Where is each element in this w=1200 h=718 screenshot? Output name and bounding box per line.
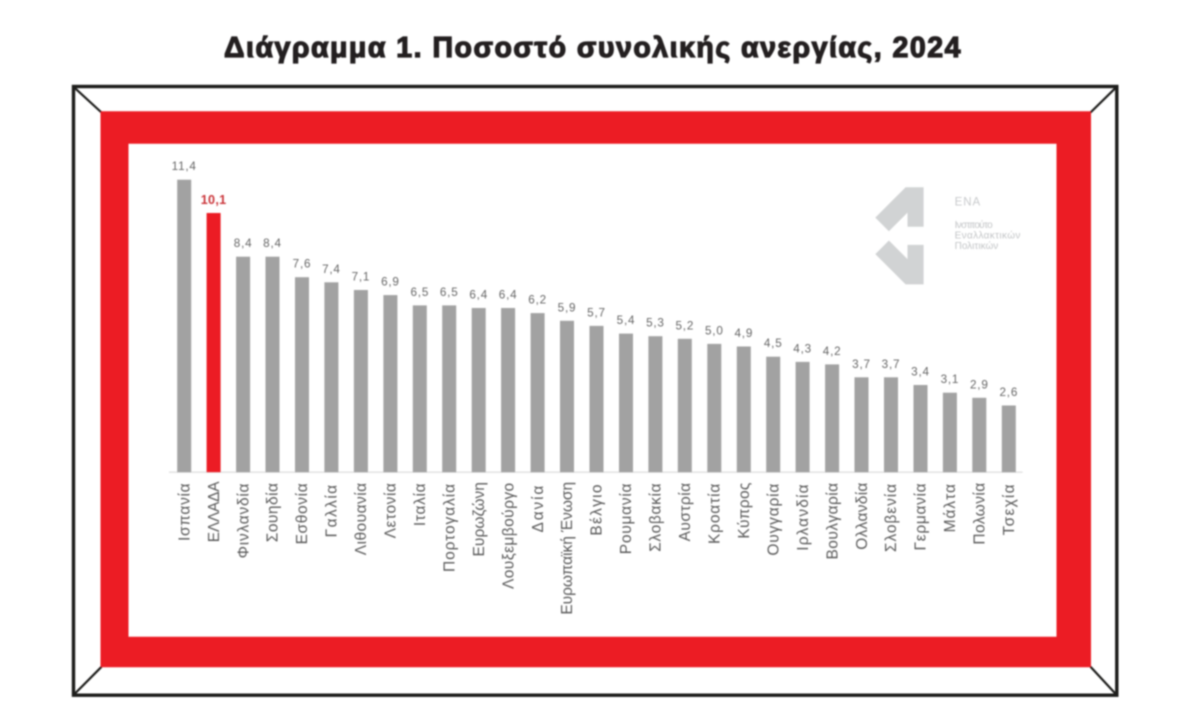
svg-text:Ευρωζώνη: Ευρωζώνη <box>471 482 488 556</box>
svg-text:Ισπανία: Ισπανία <box>176 483 193 541</box>
svg-text:Κροατία: Κροατία <box>707 483 724 544</box>
svg-text:5,3: 5,3 <box>646 317 665 330</box>
svg-text:2,9: 2,9 <box>970 378 989 391</box>
svg-text:5,4: 5,4 <box>617 314 636 327</box>
svg-text:10,1: 10,1 <box>201 193 227 207</box>
svg-text:Ευρωπαϊκή Ένωση: Ευρωπαϊκή Ένωση <box>559 482 576 615</box>
svg-text:Ινστιτούτο: Ινστιτούτο <box>955 219 993 231</box>
svg-text:Δανία: Δανία <box>530 484 547 533</box>
svg-text:4,9: 4,9 <box>734 327 753 340</box>
svg-text:Κύπρος: Κύπρος <box>736 482 753 538</box>
svg-text:6,4: 6,4 <box>499 289 518 302</box>
svg-text:3,7: 3,7 <box>882 358 901 371</box>
svg-text:Βέλγιο: Βέλγιο <box>589 483 606 535</box>
svg-text:4,2: 4,2 <box>823 345 842 358</box>
svg-text:7,4: 7,4 <box>322 263 341 276</box>
svg-text:Σλοβακία: Σλοβακία <box>648 483 665 552</box>
svg-text:6,5: 6,5 <box>440 286 459 299</box>
svg-text:5,7: 5,7 <box>587 306 606 319</box>
svg-text:5,2: 5,2 <box>675 319 694 332</box>
svg-text:ΕΛΛΑΔΑ: ΕΛΛΑΔΑ <box>206 481 223 542</box>
svg-text:Γαλλία: Γαλλία <box>324 483 341 537</box>
svg-text:Πολιτικών: Πολιτικών <box>955 240 999 252</box>
svg-text:Σουηδία: Σουηδία <box>265 482 282 542</box>
svg-text:Ουγγαρία: Ουγγαρία <box>765 483 782 556</box>
svg-text:Εναλλακτικών: Εναλλακτικών <box>955 230 1021 242</box>
svg-text:4,3: 4,3 <box>793 342 812 355</box>
svg-text:Σλοβενία: Σλοβενία <box>883 483 900 552</box>
svg-text:3,4: 3,4 <box>911 366 930 379</box>
svg-text:3,1: 3,1 <box>941 373 960 386</box>
svg-text:Μάλτα: Μάλτα <box>942 483 959 532</box>
svg-text:Λιθουανία: Λιθουανία <box>353 482 370 555</box>
svg-text:Διάγραμμα 1. Ποσοστό συνολικής: Διάγραμμα 1. Ποσοστό συνολικής ανεργίας,… <box>224 32 962 64</box>
svg-text:8,4: 8,4 <box>263 237 282 250</box>
svg-text:6,4: 6,4 <box>469 289 488 302</box>
svg-text:Φινλανδία: Φινλανδία <box>235 483 252 559</box>
svg-text:Ιρλανδία: Ιρλανδία <box>795 483 812 551</box>
svg-text:Αυστρία: Αυστρία <box>677 482 694 541</box>
svg-text:Εσθονία: Εσθονία <box>294 483 311 545</box>
svg-text:8,4: 8,4 <box>234 237 253 250</box>
svg-text:Λετονία: Λετονία <box>383 483 400 539</box>
svg-text:5,0: 5,0 <box>705 324 724 337</box>
svg-text:Ιταλία: Ιταλία <box>412 483 429 526</box>
svg-text:Πολωνία: Πολωνία <box>972 482 989 544</box>
svg-text:Τσεχία: Τσεχία <box>1001 483 1018 535</box>
svg-text:Γερμανία: Γερμανία <box>913 483 930 551</box>
svg-text:7,1: 7,1 <box>352 271 371 284</box>
svg-text:5,9: 5,9 <box>558 301 577 314</box>
svg-text:6,5: 6,5 <box>410 286 429 299</box>
svg-text:Ρουμανία: Ρουμανία <box>618 483 635 554</box>
svg-text:6,2: 6,2 <box>528 294 547 307</box>
svg-text:Ολλανδία: Ολλανδία <box>854 482 871 549</box>
svg-text:6,9: 6,9 <box>381 276 400 289</box>
svg-text:Βουλγαρία: Βουλγαρία <box>824 482 841 559</box>
svg-text:4,5: 4,5 <box>764 337 783 350</box>
svg-text:Λουξεμβούργο: Λουξεμβούργο <box>500 482 517 589</box>
svg-text:ENA: ENA <box>955 197 982 209</box>
svg-text:Πορτογαλία: Πορτογαλία <box>441 483 458 572</box>
svg-text:11,4: 11,4 <box>172 160 197 173</box>
svg-text:2,6: 2,6 <box>999 386 1018 399</box>
svg-text:3,7: 3,7 <box>852 358 871 371</box>
svg-text:7,6: 7,6 <box>293 258 312 271</box>
